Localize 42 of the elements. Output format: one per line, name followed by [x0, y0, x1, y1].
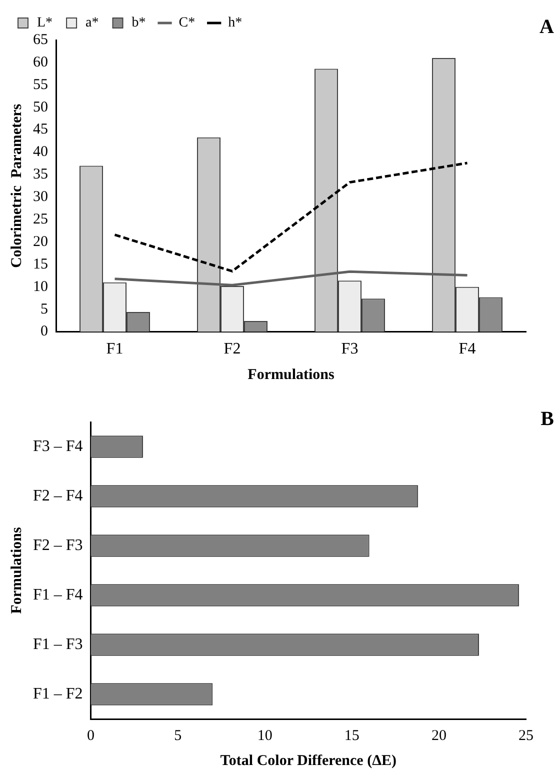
y-tick-label: 25	[33, 212, 48, 228]
y-tick-label: F1 – F2	[33, 685, 83, 702]
x-tick-label: F4	[458, 340, 476, 358]
x-tick-label: 15	[344, 728, 360, 744]
y-tick-label: 60	[33, 54, 48, 70]
x-tick-label: F3	[341, 340, 358, 358]
y-tick-label: F2 – F4	[33, 487, 83, 504]
x-tick-label: F1	[106, 340, 124, 358]
y-tick-label: 40	[33, 144, 48, 160]
y-tick-label: 20	[33, 234, 48, 250]
x-tick-label: 20	[431, 728, 446, 744]
line-series	[114, 162, 468, 272]
y-tick-label: 65	[33, 32, 48, 48]
y-tick-label: 5	[40, 301, 48, 318]
y-tick-label: 50	[33, 99, 48, 116]
y-tick-label: 10	[33, 278, 48, 295]
legend-label: L*	[37, 16, 53, 31]
x-tick-label: 5	[174, 728, 182, 744]
x-axis-title: Formulations	[248, 366, 334, 383]
y-tick-label: 0	[40, 324, 48, 340]
text: A	[540, 16, 555, 38]
legend-label: C*	[178, 16, 196, 31]
legend-label: a*	[86, 16, 99, 31]
x-tick-label: 25	[518, 728, 534, 744]
y-tick-label: 30	[33, 189, 48, 206]
legend-label: h*	[228, 16, 242, 31]
x-tick-label: F2	[224, 340, 241, 358]
y-tick-label: F1 – F4	[33, 586, 83, 604]
y-tick-label: 45	[33, 122, 48, 138]
x-tick-label: 0	[87, 728, 95, 744]
y-tick-label: F3 – F4	[33, 438, 83, 455]
text: B	[540, 408, 554, 430]
x-tick-label: 10	[257, 728, 272, 744]
y-axis-title: Colorimetric Parameters	[8, 104, 25, 268]
y-axis-title: Formulations	[8, 527, 25, 614]
y-tick-label: 35	[33, 166, 48, 183]
x-axis-title: Total Color Difference (ΔE)	[220, 752, 396, 769]
legend-label: b*	[132, 16, 146, 31]
y-tick-label: F1 – F3	[33, 636, 83, 653]
y-tick-label: 15	[33, 256, 48, 272]
y-tick-label: 55	[33, 76, 48, 93]
y-tick-label: F2 – F3	[33, 536, 83, 554]
